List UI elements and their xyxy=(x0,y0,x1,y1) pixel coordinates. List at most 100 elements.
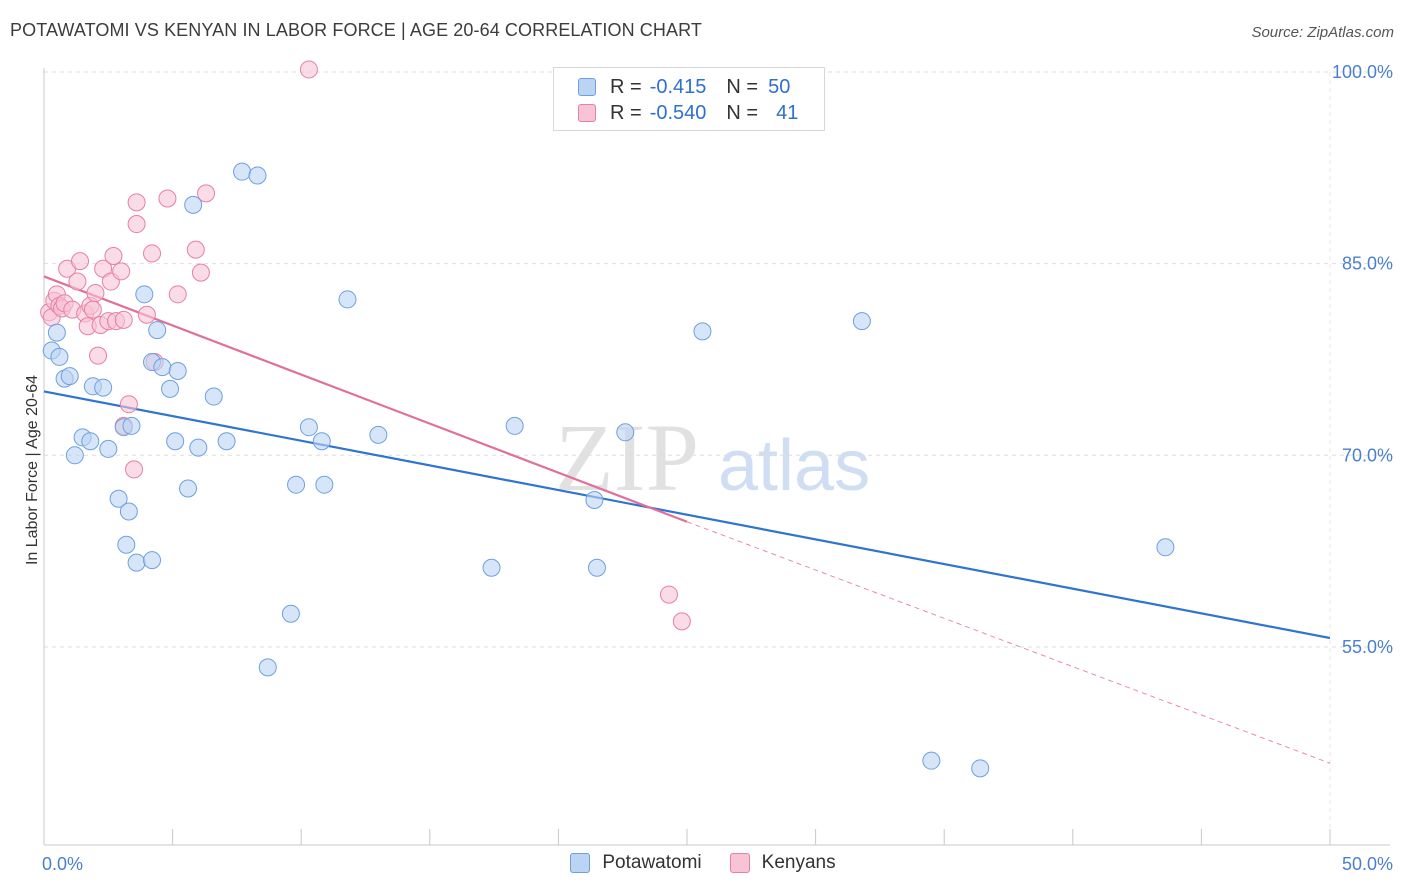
potawatomi-point xyxy=(50,347,69,366)
grid-lines xyxy=(44,71,1390,845)
legend-n-value: 41 xyxy=(776,101,799,124)
potawatomi-point xyxy=(122,416,141,435)
source-label: Source: ZipAtlas.com xyxy=(1251,24,1394,41)
potawatomi-point xyxy=(693,322,712,341)
kenyans-point xyxy=(191,263,210,282)
kenyans-point xyxy=(119,395,138,414)
kenyans-point xyxy=(71,252,90,271)
kenyans-point xyxy=(158,189,177,208)
potawatomi-point xyxy=(258,658,277,677)
potawatomi-point xyxy=(99,439,118,458)
potawatomi-point xyxy=(189,438,208,457)
legend-item-label: Potawatomi xyxy=(602,852,702,873)
potawatomi-point xyxy=(168,361,187,380)
x-tick-label: 50.0% xyxy=(1342,854,1393,874)
kenyans-point xyxy=(168,285,187,304)
kenyans-point xyxy=(299,60,318,79)
potawatomi-point xyxy=(65,446,84,465)
potawatomi-point xyxy=(127,553,146,572)
kenyans-point xyxy=(127,215,146,234)
legend-item-kenyans[interactable]: Kenyans xyxy=(729,852,836,874)
potawatomi-point xyxy=(587,558,606,577)
potawatomi-point xyxy=(81,432,100,451)
legend-r-value: -0.415 xyxy=(649,75,707,98)
potawatomi-point xyxy=(153,358,172,377)
x-tick-label: 0.0% xyxy=(42,854,83,874)
potawatomi-point xyxy=(482,558,501,577)
potawatomi-point xyxy=(1156,538,1175,557)
potawatomi-point xyxy=(109,489,128,508)
kenyans-point xyxy=(104,246,123,265)
chart-title: POTAWATOMI VS KENYAN IN LABOR FORCE | AG… xyxy=(10,20,702,40)
axes xyxy=(43,68,1390,846)
kenyans-point xyxy=(83,300,102,319)
kenyans-trend-extrapolation xyxy=(686,521,1331,764)
legend-n-label: N = xyxy=(726,101,759,124)
potawatomi-point xyxy=(161,379,180,398)
kenyans-point xyxy=(68,272,87,291)
kenyans-point xyxy=(112,262,131,281)
legend-n-value: 50 xyxy=(768,75,791,98)
legend-n-label: N = xyxy=(726,75,759,98)
trend-lines xyxy=(43,275,1331,764)
kenyans-point xyxy=(143,244,162,263)
tick-labels: 55.0% 70.0% 85.0% 100.0% 0.0% 50.0% xyxy=(42,62,1393,874)
legend-row-kenyans: R = -0.540 N = 41 xyxy=(578,101,798,125)
y-tick-label: 100.0% xyxy=(1332,62,1393,82)
legend-r-label: R = xyxy=(610,101,642,124)
potawatomi-point xyxy=(369,425,388,444)
y-tick-label: 70.0% xyxy=(1342,445,1393,465)
legend-item-potawatomi[interactable]: Potawatomi xyxy=(570,852,702,874)
legend-r-label: R = xyxy=(610,75,642,98)
potawatomi-trend-line xyxy=(43,390,1331,640)
kenyans-point xyxy=(86,284,105,303)
legend-row-potawatomi: R = -0.415 N = 50 xyxy=(578,75,790,99)
series-legend: Potawatomi Kenyans xyxy=(0,852,1406,874)
potawatomi-point xyxy=(248,166,267,185)
potawatomi-point xyxy=(616,423,635,442)
kenyans-point xyxy=(125,460,144,479)
data-points xyxy=(40,60,1175,778)
potawatomi-point xyxy=(217,432,236,451)
potawatomi-point xyxy=(119,502,138,521)
potawatomi-point xyxy=(585,491,604,510)
kenyans-swatch-icon xyxy=(729,853,750,873)
legend-r-value: -0.540 xyxy=(649,101,707,124)
potawatomi-point xyxy=(852,312,871,331)
kenyans-swatch-icon xyxy=(578,104,596,122)
potawatomi-point xyxy=(299,418,318,437)
potawatomi-point xyxy=(922,751,941,770)
potawatomi-point xyxy=(135,285,154,304)
y-tick-label: 85.0% xyxy=(1342,254,1393,274)
correlation-legend: R = -0.415 N = 50 R = -0.540 N = 41 xyxy=(553,67,825,131)
potawatomi-point xyxy=(204,387,223,406)
potawatomi-point xyxy=(166,432,185,451)
potawatomi-point xyxy=(117,535,136,554)
potawatomi-point xyxy=(179,479,198,498)
kenyans-point xyxy=(137,305,156,324)
kenyans-point xyxy=(127,193,146,212)
potawatomi-point xyxy=(184,195,203,214)
legend-item-label: Kenyans xyxy=(761,852,836,873)
potawatomi-point xyxy=(233,162,252,181)
kenyans-point xyxy=(89,346,108,365)
potawatomi-point xyxy=(143,551,162,570)
watermark-atlas: atlas xyxy=(718,426,870,506)
potawatomi-point xyxy=(94,378,113,397)
potawatomi-point xyxy=(281,604,300,623)
potawatomi-point xyxy=(287,475,306,494)
potawatomi-point xyxy=(505,416,524,435)
potawatomi-point xyxy=(315,475,334,494)
potawatomi-point xyxy=(148,321,167,340)
watermark-zip: ZIP xyxy=(555,404,699,511)
kenyans-point xyxy=(659,585,678,604)
potawatomi-point xyxy=(338,290,357,309)
y-tick-label: 55.0% xyxy=(1342,637,1393,657)
potawatomi-point xyxy=(47,323,66,342)
kenyans-point xyxy=(197,184,216,203)
potawatomi-point xyxy=(312,432,331,451)
kenyans-point xyxy=(186,240,205,259)
kenyans-point xyxy=(114,310,133,329)
potawatomi-point xyxy=(971,759,990,778)
